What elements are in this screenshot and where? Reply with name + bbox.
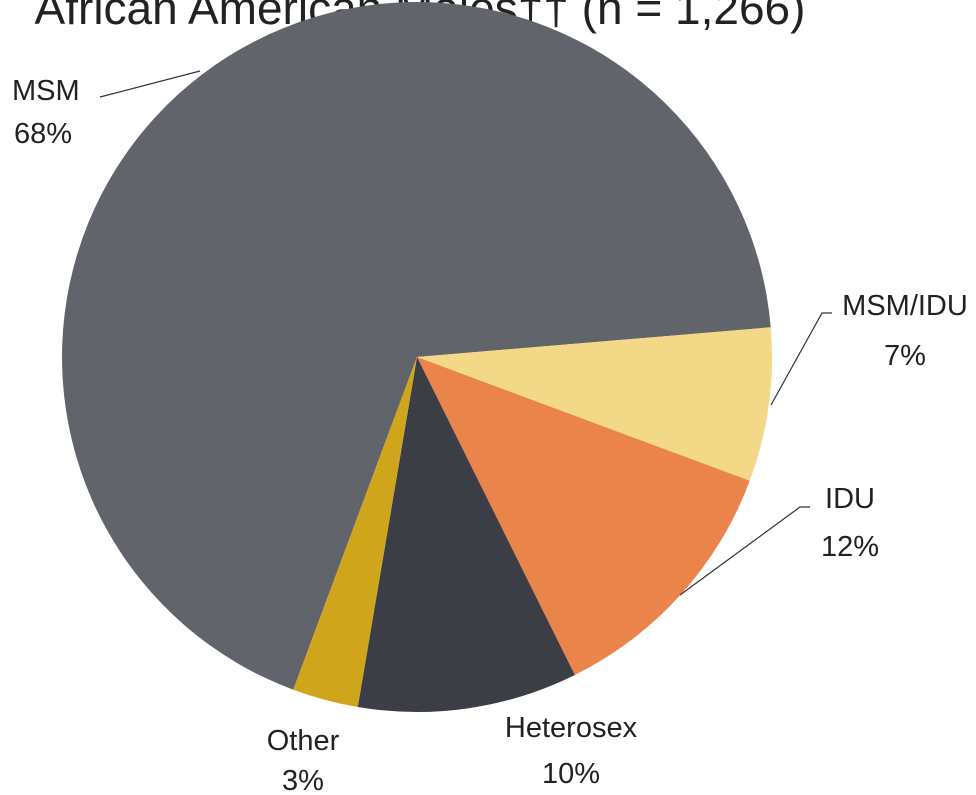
slice-value-label: 3% [282,765,324,795]
pie-slice [293,357,417,708]
slice-value-label: 10% [542,758,600,790]
slice-label: Other [267,725,340,757]
slice-value-label: 7% [884,340,926,372]
leader-line [679,506,810,596]
pie-slice [61,1,771,690]
slice-label: Heterosex [505,712,638,744]
pie-slice [417,327,772,481]
slice-value-label: 68% [14,118,72,150]
leader-line [770,312,832,406]
leader-line [99,70,201,98]
slice-label: MSM/IDU [842,290,968,322]
slice-label: IDU [825,483,875,515]
slice-value-label: 12% [821,531,879,563]
slice-label: MSM [12,75,80,107]
pie-slice [417,357,750,675]
pie-slice [357,357,575,712]
